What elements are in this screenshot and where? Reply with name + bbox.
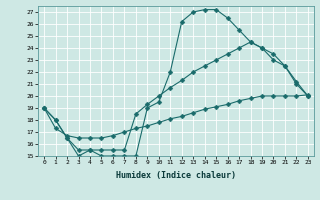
X-axis label: Humidex (Indice chaleur): Humidex (Indice chaleur) xyxy=(116,171,236,180)
